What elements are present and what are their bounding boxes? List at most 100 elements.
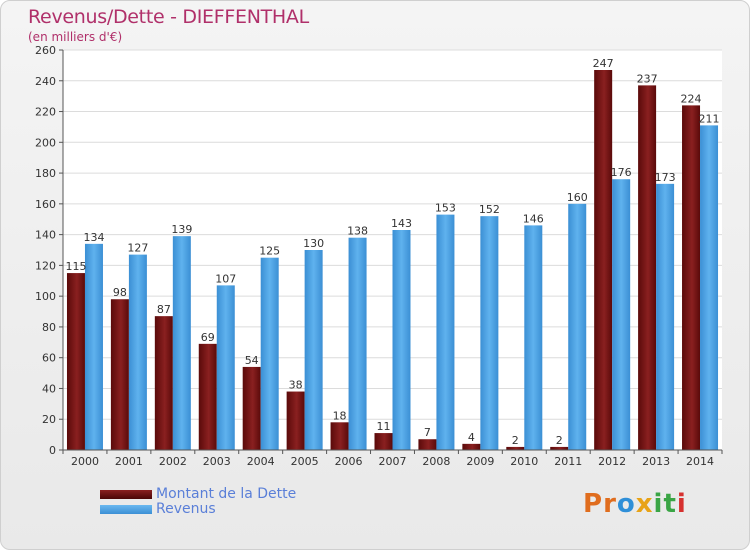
- y-tick-label: 120: [35, 259, 56, 272]
- bar-revenus: [84, 243, 103, 450]
- x-tick-label: 2003: [203, 455, 231, 468]
- bar-debt: [374, 433, 393, 450]
- logo-letter: x: [635, 489, 654, 519]
- logo-letter: i: [676, 489, 687, 519]
- data-label-debt: 247: [593, 57, 614, 70]
- bar-debt: [594, 70, 613, 450]
- data-label-debt: 87: [157, 303, 171, 316]
- x-tick-label: 2012: [598, 455, 626, 468]
- data-label-revenus: 138: [347, 225, 368, 238]
- chart-title: Revenus/Dette - DIEFFENTHAL: [28, 6, 309, 28]
- y-tick-label: 60: [42, 352, 56, 365]
- data-label-revenus: 127: [127, 242, 148, 255]
- x-tick-label: 2001: [115, 455, 143, 468]
- x-tick-label: 2007: [379, 455, 407, 468]
- data-label-debt: 4: [468, 431, 475, 444]
- bar-revenus: [216, 285, 235, 450]
- y-tick-label: 200: [35, 136, 56, 149]
- data-label-revenus: 153: [435, 202, 456, 215]
- data-label-debt: 237: [637, 72, 658, 85]
- bar-revenus: [524, 225, 543, 450]
- x-tick-label: 2010: [510, 455, 538, 468]
- x-tick-label: 2008: [422, 455, 450, 468]
- y-tick-label: 80: [42, 321, 56, 334]
- bar-debt: [242, 366, 261, 450]
- bar-debt: [682, 105, 701, 450]
- bar-revenus: [172, 236, 191, 450]
- data-label-debt: 224: [681, 92, 702, 105]
- x-tick-label: 2004: [247, 455, 275, 468]
- data-label-debt: 98: [113, 286, 127, 299]
- x-tick-label: 2000: [71, 455, 99, 468]
- data-label-revenus: 130: [303, 237, 324, 250]
- data-label-debt: 38: [289, 379, 303, 392]
- data-label-revenus: 152: [479, 203, 500, 216]
- legend-item-revenus: Revenus: [100, 501, 216, 517]
- bar-revenus: [480, 216, 499, 450]
- data-label-revenus: 211: [699, 112, 720, 125]
- proxiti-logo: Proxiti: [583, 489, 687, 519]
- bar-debt: [550, 446, 569, 450]
- bar-revenus: [436, 214, 455, 450]
- bar-revenus: [392, 230, 411, 450]
- bar-debt: [506, 446, 525, 450]
- y-tick-label: 180: [35, 167, 56, 180]
- legend-item-debt: Montant de la Dette: [100, 486, 296, 502]
- data-label-debt: 69: [201, 331, 215, 344]
- data-label-revenus: 134: [83, 231, 104, 244]
- chart-subtitle: (en milliers d'€): [28, 30, 123, 44]
- legend-label-debt: Montant de la Dette: [156, 486, 297, 502]
- logo-letter: P: [583, 489, 604, 519]
- data-label-revenus: 125: [259, 245, 280, 258]
- bar-debt: [462, 443, 481, 450]
- y-tick-label: 260: [35, 44, 56, 57]
- x-tick-label: 2013: [642, 455, 670, 468]
- bar-revenus: [260, 257, 279, 450]
- legend-label-revenus: Revenus: [156, 501, 216, 517]
- legend-swatch-revenus: [100, 504, 152, 514]
- y-tick-label: 140: [35, 229, 56, 242]
- bar-debt: [198, 343, 217, 450]
- legend-swatch-debt: [100, 489, 152, 499]
- data-label-revenus: 143: [391, 217, 412, 230]
- bar-debt: [286, 391, 305, 450]
- bar-debt: [638, 85, 657, 450]
- bar-debt: [330, 422, 349, 450]
- data-label-revenus: 160: [567, 191, 588, 204]
- y-tick-label: 0: [49, 444, 56, 457]
- data-label-revenus: 146: [523, 212, 544, 225]
- data-label-revenus: 176: [611, 166, 632, 179]
- logo-letter: i: [653, 489, 664, 519]
- logo-letter: t: [663, 489, 677, 519]
- data-label-debt: 18: [333, 409, 347, 422]
- x-tick-label: 2005: [291, 455, 319, 468]
- data-label-revenus: 139: [171, 223, 192, 236]
- bar-debt: [110, 299, 129, 450]
- y-tick-label: 40: [42, 382, 56, 395]
- data-label-debt: 2: [512, 434, 519, 447]
- bar-revenus: [612, 179, 631, 450]
- data-label-debt: 2: [556, 434, 563, 447]
- x-tick-label: 2006: [335, 455, 363, 468]
- bar-revenus: [128, 254, 147, 450]
- x-tick-label: 2014: [686, 455, 714, 468]
- y-tick-label: 160: [35, 198, 56, 211]
- y-tick-label: 220: [35, 106, 56, 119]
- bar-debt: [66, 273, 85, 450]
- bar-revenus: [568, 203, 587, 450]
- bar-revenus: [656, 183, 675, 450]
- y-tick-label: 20: [42, 413, 56, 426]
- x-tick-label: 2009: [466, 455, 494, 468]
- logo-letter: o: [616, 489, 636, 519]
- data-label-debt: 7: [424, 426, 431, 439]
- bar-revenus: [700, 125, 719, 450]
- bar-revenus: [304, 250, 323, 450]
- data-label-revenus: 107: [215, 272, 236, 285]
- bar-revenus: [348, 237, 367, 450]
- data-label-debt: 11: [377, 420, 391, 433]
- x-tick-label: 2011: [554, 455, 582, 468]
- bar-debt: [418, 439, 437, 450]
- y-tick-label: 240: [35, 75, 56, 88]
- data-label-debt: 115: [65, 260, 86, 273]
- data-label-debt: 54: [245, 354, 259, 367]
